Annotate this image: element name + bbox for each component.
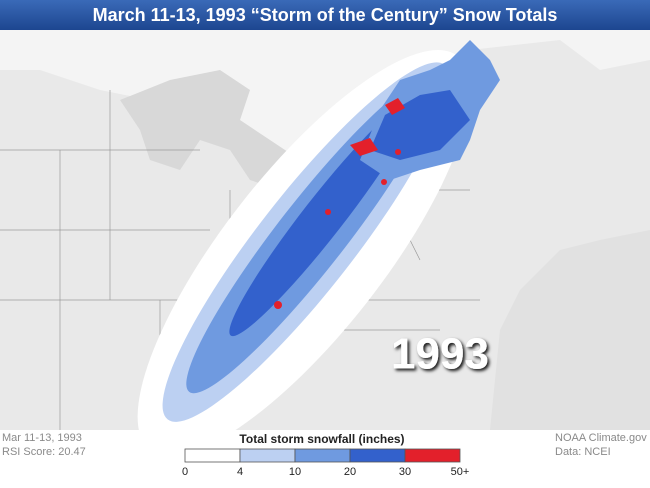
date-note: Mar 11-13, 1993 bbox=[2, 432, 82, 444]
credit: NOAA Climate.gov bbox=[555, 432, 647, 444]
great-lakes bbox=[120, 70, 300, 190]
new-england-heavy bbox=[370, 90, 470, 160]
legend: 0 4 10 20 30 50+ bbox=[182, 448, 470, 478]
legend-tick-label: 30 bbox=[399, 466, 411, 478]
legend-swatch bbox=[239, 448, 296, 463]
rsi-note: RSI Score: 20.47 bbox=[2, 446, 86, 458]
legend-swatch bbox=[184, 448, 241, 463]
snow-50-plus bbox=[274, 98, 405, 309]
legend-tick-label: 20 bbox=[344, 466, 356, 478]
legend-tick-label: 0 bbox=[182, 466, 188, 478]
legend-swatch bbox=[294, 448, 351, 463]
legend-swatch bbox=[404, 448, 461, 463]
legend-swatch bbox=[349, 448, 406, 463]
legend-tick-label: 4 bbox=[237, 466, 243, 478]
title: March 11-13, 1993 “Storm of the Century”… bbox=[93, 5, 558, 25]
year-label: 1993 bbox=[391, 330, 489, 379]
legend-tick-label: 10 bbox=[289, 466, 301, 478]
header-bar bbox=[0, 0, 650, 30]
legend-title: Total storm snowfall (inches) bbox=[239, 432, 404, 446]
ocean bbox=[490, 230, 650, 430]
legend-tick-label: 50+ bbox=[451, 466, 470, 478]
canada bbox=[0, 30, 650, 180]
source: Data: NCEI bbox=[555, 446, 611, 458]
